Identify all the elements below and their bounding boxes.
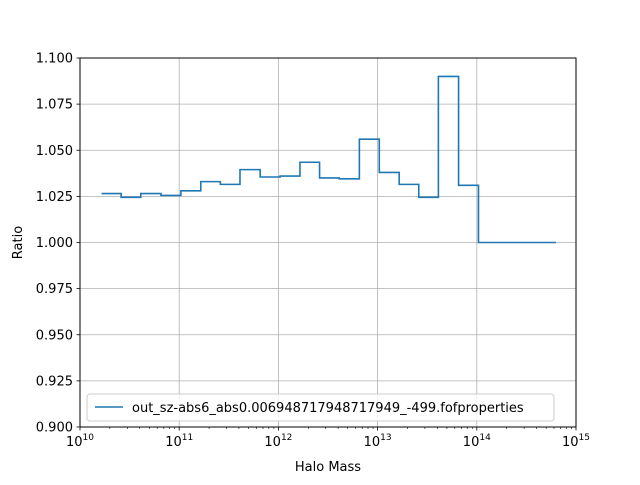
x-tick-base: 10 bbox=[364, 435, 381, 450]
x-tick-exponent: 13 bbox=[380, 433, 391, 443]
x-tick-exponent: 11 bbox=[182, 433, 193, 443]
y-tick-label: 0.975 bbox=[36, 282, 73, 297]
series-layer bbox=[101, 75, 557, 244]
x-tick-label: 1012 bbox=[264, 433, 292, 450]
y-tick-label: 1.025 bbox=[36, 190, 73, 205]
x-axis-label: Halo Mass bbox=[295, 460, 361, 475]
y-tick-label: 1.000 bbox=[36, 236, 73, 251]
legend: out_sz-abs6_abs0.006948717948717949_-499… bbox=[86, 393, 555, 422]
x-tick-label: 1011 bbox=[165, 433, 193, 450]
x-tick-label: 1015 bbox=[562, 433, 590, 450]
x-tick-exponent: 12 bbox=[281, 433, 292, 443]
x-tick-base: 10 bbox=[264, 435, 281, 450]
y-tick-label: 0.925 bbox=[36, 374, 73, 389]
x-tick-base: 10 bbox=[463, 435, 480, 450]
y-tick-label: 1.100 bbox=[36, 52, 73, 67]
x-tick-exponent: 10 bbox=[83, 433, 95, 443]
y-tick-label: 0.900 bbox=[36, 421, 73, 436]
legend-label: out_sz-abs6_abs0.006948717948717949_-499… bbox=[132, 401, 524, 416]
x-tick-label: 1010 bbox=[66, 433, 94, 450]
y-tick-label: 1.050 bbox=[36, 144, 73, 159]
x-tick-base: 10 bbox=[562, 435, 579, 450]
y-tick-label: 1.075 bbox=[36, 98, 73, 113]
series-line bbox=[101, 75, 557, 244]
ticks: 1010 1011 1012 1013 1014 10150.9000.9250.9500… bbox=[36, 52, 590, 451]
legend-box bbox=[86, 393, 555, 422]
x-tick-exponent: 14 bbox=[479, 433, 491, 443]
y-axis-label: Ratio bbox=[11, 226, 26, 259]
x-tick-label: 1014 bbox=[463, 433, 491, 450]
x-tick-base: 10 bbox=[165, 435, 182, 450]
y-tick-label: 0.950 bbox=[36, 328, 73, 343]
x-tick-base: 10 bbox=[66, 435, 83, 450]
x-tick-exponent: 15 bbox=[579, 433, 590, 443]
x-tick-label: 1013 bbox=[364, 433, 392, 450]
